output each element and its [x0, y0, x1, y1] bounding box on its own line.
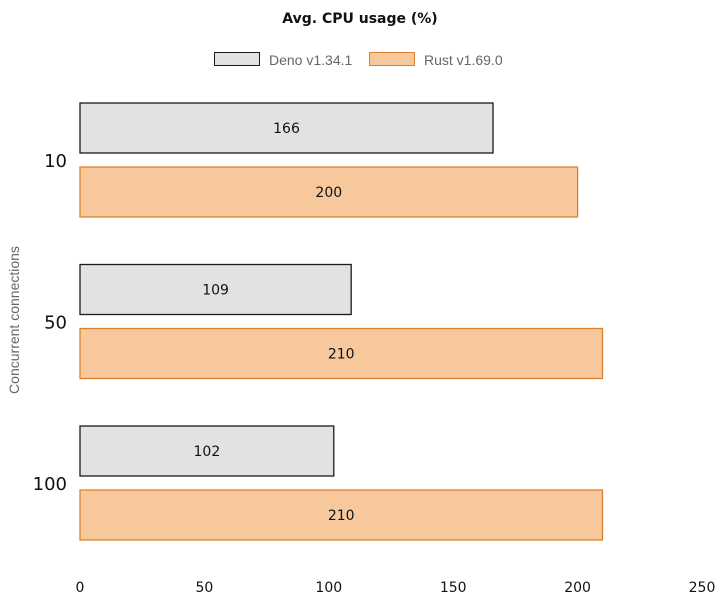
bar-rust-100	[79, 489, 604, 541]
bar-rust-50	[79, 327, 604, 380]
bar-deno-50	[79, 263, 352, 316]
data-label-deno-10: 166	[273, 121, 300, 137]
data-label-deno-50: 109	[202, 283, 229, 299]
bar-deno-100	[79, 425, 335, 477]
y-tick-label-50: 50	[44, 313, 67, 334]
y-tick-label-100: 100	[33, 474, 67, 495]
x-tick-label-0: 0	[76, 580, 85, 596]
bar-rust-10	[79, 166, 579, 218]
x-tick-label-150: 150	[440, 580, 467, 596]
data-label-rust-10: 200	[315, 185, 342, 201]
legend-label-rust: Rust v1.69.0	[424, 52, 503, 68]
legend-swatch-rust	[369, 52, 415, 66]
data-label-deno-100: 102	[194, 444, 221, 460]
data-label-rust-50: 210	[328, 347, 355, 363]
legend-swatch-deno	[214, 52, 260, 66]
bar-deno-10	[79, 102, 494, 154]
x-tick-label-50: 50	[195, 580, 213, 596]
y-tick-label-10: 10	[44, 151, 67, 172]
chart-title: Avg. CPU usage (%)	[282, 11, 438, 27]
x-tick-label-100: 100	[315, 580, 342, 596]
data-label-rust-100: 210	[328, 508, 355, 524]
x-tick-label-200: 200	[564, 580, 591, 596]
legend: Deno v1.34.1 Rust v1.69.0	[0, 51, 720, 69]
x-tick-label-250: 250	[689, 580, 716, 596]
legend-label-deno: Deno v1.34.1	[269, 52, 353, 68]
